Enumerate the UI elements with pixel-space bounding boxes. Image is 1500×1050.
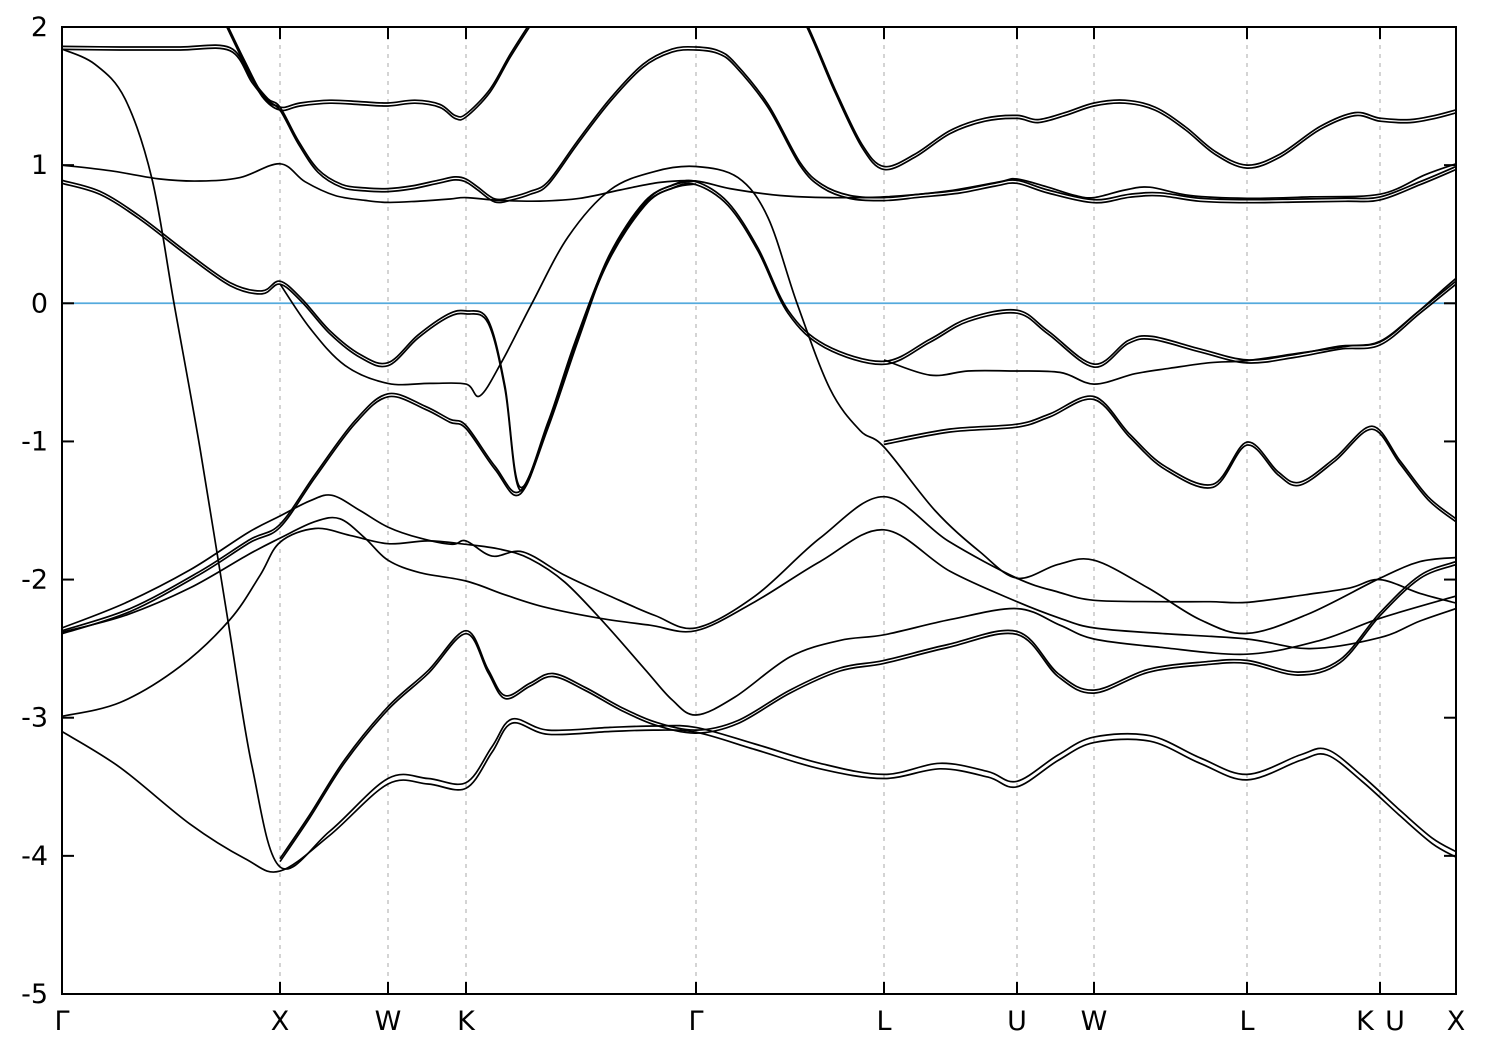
x-tick-label: X bbox=[271, 1006, 290, 1037]
y-tick-label: -1 bbox=[21, 426, 48, 457]
band-path-valence-rising-pair bbox=[62, 180, 697, 632]
x-tick-label: Γ bbox=[688, 1006, 703, 1037]
band-path-deep-plunger bbox=[62, 48, 1456, 870]
band-path-lower-kink-pair bbox=[279, 563, 1456, 863]
band-path-valence-rising-pair bbox=[62, 183, 697, 635]
x-tick-label: W bbox=[1081, 1006, 1108, 1037]
y-tick-label: -3 bbox=[21, 703, 48, 734]
band-path-conduction-top bbox=[225, 27, 1456, 171]
band-path-arch-upper bbox=[62, 47, 1456, 204]
x-tick-label: U bbox=[1007, 1006, 1027, 1037]
y-tick-label: -5 bbox=[21, 979, 48, 1010]
x-tick-label: K bbox=[1356, 1006, 1375, 1037]
band-path-deep-band bbox=[62, 721, 1456, 873]
band-path-valence-hh bbox=[62, 179, 1456, 489]
band-path-lower-l2 bbox=[62, 516, 1456, 650]
band-path-lower-kink-pair bbox=[279, 560, 1456, 860]
y-tick-label: -4 bbox=[21, 841, 48, 872]
y-tick-label: 1 bbox=[31, 150, 48, 181]
x-tick-label: L bbox=[876, 1006, 891, 1037]
x-tick-label: X bbox=[1447, 1006, 1466, 1037]
band-path-valence-hh bbox=[62, 182, 1456, 492]
x-tick-label: U bbox=[1385, 1006, 1405, 1037]
band-path-gamma-arch-single bbox=[279, 165, 1456, 635]
band-path-conduction-top bbox=[227, 27, 1456, 168]
x-tick-label: Γ bbox=[54, 1006, 69, 1037]
band-path-arch-upper bbox=[62, 44, 1456, 201]
x-tick-label: L bbox=[1239, 1006, 1254, 1037]
x-tick-label: K bbox=[457, 1006, 476, 1037]
y-tick-label: 2 bbox=[31, 12, 48, 43]
band-path-right-mid-pair bbox=[883, 395, 1456, 520]
x-tick-label: W bbox=[375, 1006, 402, 1037]
plot-border bbox=[61, 26, 1457, 995]
band-path-right-flat-band bbox=[883, 277, 1456, 385]
band-path-right-mid-pair bbox=[883, 398, 1456, 523]
band-path-lower-l3 bbox=[62, 527, 1456, 718]
y-tick-label: -2 bbox=[21, 565, 48, 596]
y-tick-label: 0 bbox=[31, 288, 48, 319]
band-path-lower-l1 bbox=[62, 494, 1456, 630]
